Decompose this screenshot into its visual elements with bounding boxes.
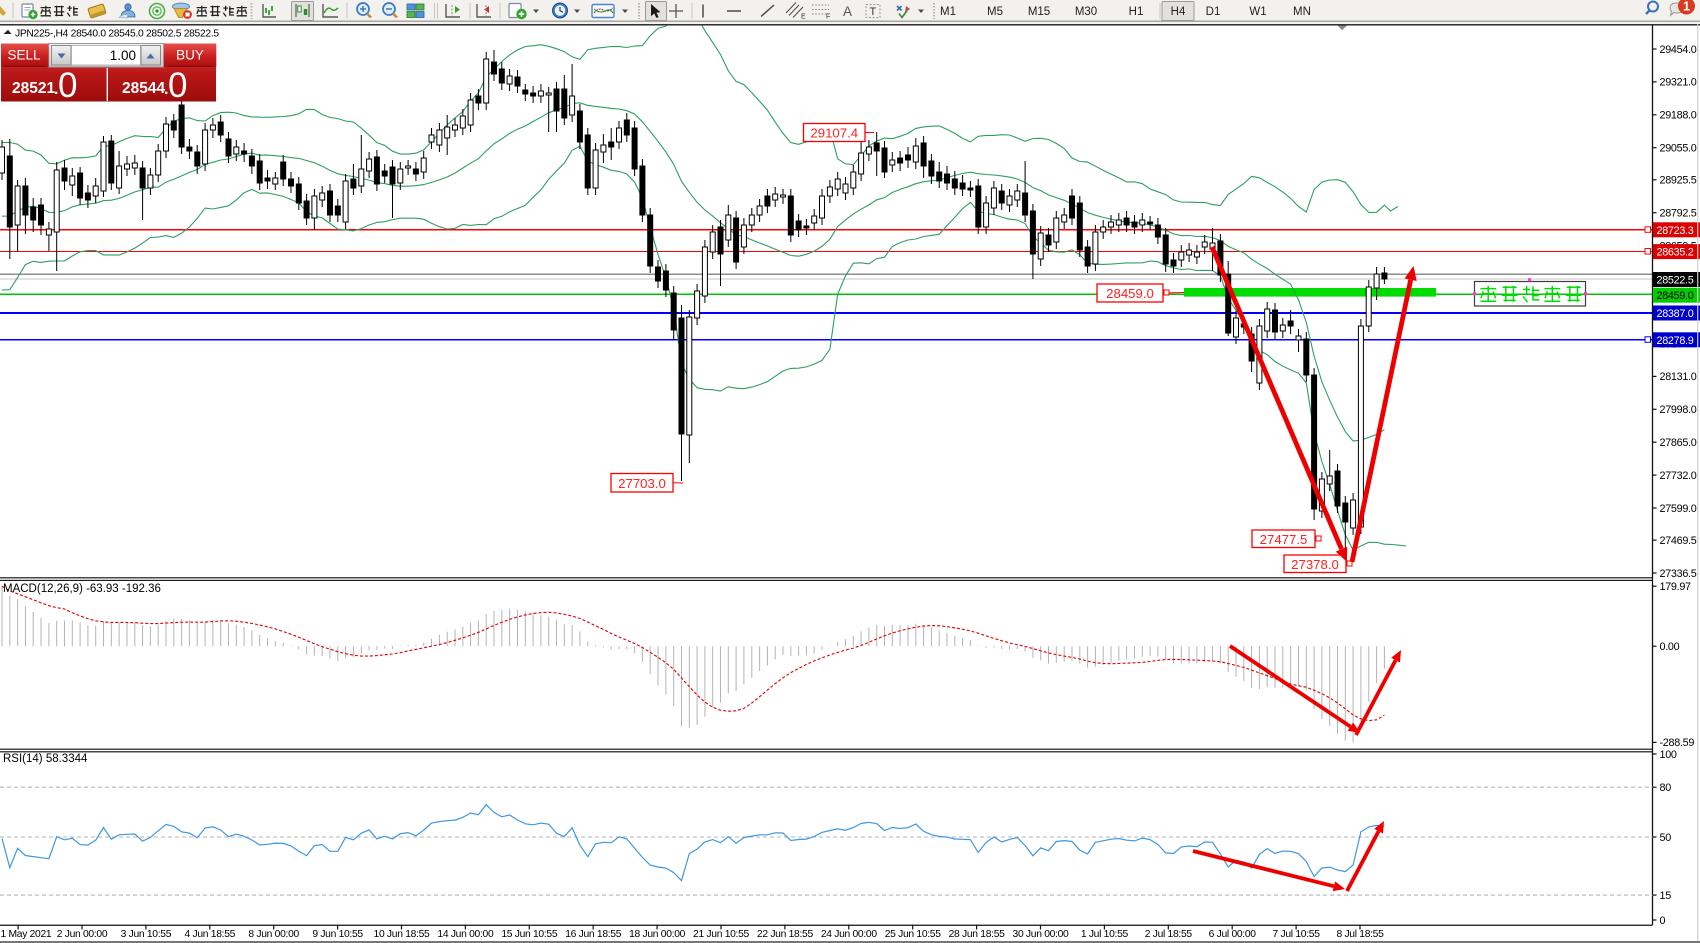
svg-text:27865.0: 27865.0 [1660,437,1697,449]
svg-text:M5: M5 [987,6,1003,18]
svg-text:M30: M30 [1075,6,1097,18]
svg-text:RSI(14) 58.3344: RSI(14) 58.3344 [3,753,88,765]
svg-text:30 Jun 00:00: 30 Jun 00:00 [1013,929,1070,940]
svg-text:28521: 28521 [12,80,55,97]
svg-text:27599.0: 27599.0 [1660,503,1697,515]
svg-text:28635.2: 28635.2 [1657,247,1694,259]
svg-text:1 May 2021: 1 May 2021 [1,929,52,940]
svg-text:.: . [164,81,168,98]
svg-text:1: 1 [1683,0,1690,14]
svg-text:80: 80 [1660,782,1672,794]
svg-text:M1: M1 [940,6,956,18]
svg-text:10 Jun 18:55: 10 Jun 18:55 [374,929,431,940]
svg-text:28544: 28544 [122,80,165,97]
svg-text:28459.0: 28459.0 [1106,286,1154,301]
svg-text:D1: D1 [1206,6,1221,18]
svg-text:4 Jun 18:55: 4 Jun 18:55 [185,929,236,940]
svg-text:18 Jun 00:00: 18 Jun 00:00 [629,929,686,940]
svg-text:0: 0 [168,66,187,105]
svg-text:SELL: SELL [7,48,41,63]
svg-text:27703.0: 27703.0 [618,476,666,491]
svg-text:A: A [843,4,852,19]
svg-text:1.00: 1.00 [110,48,136,63]
svg-text:28387.0: 28387.0 [1657,308,1694,320]
svg-text:7 Jul 10:55: 7 Jul 10:55 [1273,929,1321,940]
svg-text:F: F [826,14,830,21]
svg-text:W1: W1 [1249,6,1266,18]
svg-text:28459.0: 28459.0 [1657,290,1694,302]
svg-text:27732.0: 27732.0 [1660,470,1697,482]
svg-text:15: 15 [1660,890,1672,902]
svg-text:JPN225-,H4 28540.0 28545.0 28: JPN225-,H4 28540.0 28545.0 28502.5 28522… [15,29,219,40]
svg-text:29107.4: 29107.4 [810,126,858,141]
svg-text:M15: M15 [1028,6,1050,18]
svg-text:2 Jun 00:00: 2 Jun 00:00 [57,929,108,940]
svg-text:29321.0: 29321.0 [1660,77,1697,89]
svg-text:MACD(12,26,9) -63.93 -192.36: MACD(12,26,9) -63.93 -192.36 [3,583,161,595]
svg-text:2 Jul 18:55: 2 Jul 18:55 [1145,929,1193,940]
svg-text:T: T [870,6,877,18]
svg-text:28925.5: 28925.5 [1660,175,1697,187]
svg-text:15 Jun 10:55: 15 Jun 10:55 [501,929,558,940]
svg-text:29055.0: 29055.0 [1660,143,1697,155]
svg-text:0.00: 0.00 [1660,641,1680,653]
svg-text:179.97: 179.97 [1660,581,1692,593]
svg-text:0: 0 [58,66,77,105]
svg-text:-288.59: -288.59 [1660,737,1695,749]
svg-text:28522.5: 28522.5 [1657,275,1694,287]
svg-text:MN: MN [1293,6,1311,18]
svg-text:27469.5: 27469.5 [1660,535,1697,547]
svg-text:H4: H4 [1171,6,1186,18]
svg-text:27336.5: 27336.5 [1660,568,1697,580]
svg-text:9 Jun 10:55: 9 Jun 10:55 [312,929,363,940]
svg-text:BUY: BUY [176,48,204,63]
svg-text:8 Jul 18:55: 8 Jul 18:55 [1336,929,1384,940]
svg-text:50: 50 [1660,832,1672,844]
svg-text:16 Jun 18:55: 16 Jun 18:55 [565,929,622,940]
svg-text:28792.5: 28792.5 [1660,208,1697,220]
svg-text:H1: H1 [1129,6,1144,18]
svg-text:8 Jun 00:00: 8 Jun 00:00 [248,929,299,940]
svg-text:22 Jun 18:55: 22 Jun 18:55 [757,929,814,940]
svg-text:E: E [801,14,806,21]
svg-text:28278.9: 28278.9 [1657,335,1694,347]
svg-text:24 Jun 00:00: 24 Jun 00:00 [821,929,878,940]
svg-text:28723.3: 28723.3 [1657,225,1694,237]
svg-text:27477.5: 27477.5 [1260,532,1308,547]
svg-text:25 Jun 10:55: 25 Jun 10:55 [885,929,942,940]
svg-text:.: . [54,81,58,98]
svg-text:27378.0: 27378.0 [1291,557,1339,572]
svg-text:28 Jun 18:55: 28 Jun 18:55 [949,929,1006,940]
svg-text:21 Jun 10:55: 21 Jun 10:55 [693,929,750,940]
svg-text:0: 0 [1660,915,1666,927]
svg-text:6 Jul 00:00: 6 Jul 00:00 [1209,929,1257,940]
svg-text:29454.0: 29454.0 [1660,44,1697,56]
svg-text:27998.0: 27998.0 [1660,404,1697,416]
svg-text:28131.0: 28131.0 [1660,371,1697,383]
svg-text:1 Jul 10:55: 1 Jul 10:55 [1081,929,1129,940]
svg-text:14 Jun 00:00: 14 Jun 00:00 [437,929,494,940]
svg-text:29188.0: 29188.0 [1660,110,1697,122]
svg-text:100: 100 [1660,749,1677,761]
svg-text:3 Jun 10:55: 3 Jun 10:55 [121,929,172,940]
